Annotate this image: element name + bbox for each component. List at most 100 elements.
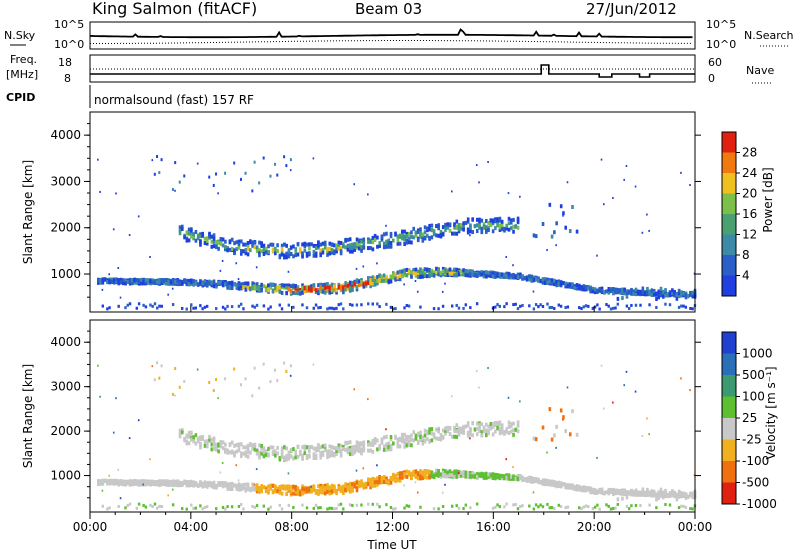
power-cell — [371, 281, 375, 286]
velocity-cell — [500, 423, 504, 428]
velocity-cell — [262, 362, 265, 366]
power-cell — [339, 251, 343, 256]
power-cell — [255, 282, 259, 287]
power-cell — [553, 282, 556, 287]
power-cell — [224, 307, 227, 311]
velocity-cell — [112, 431, 115, 434]
velocity-cell — [559, 481, 563, 486]
velocity-cell — [430, 431, 434, 436]
velocity-cell — [571, 409, 574, 414]
power-cell — [99, 280, 102, 285]
velocity-cell — [634, 488, 638, 493]
power-cell — [382, 232, 386, 237]
power-cell — [627, 307, 631, 311]
velocity-cell — [562, 415, 565, 420]
power-cell — [312, 243, 316, 248]
freq-trace — [90, 64, 695, 78]
power-cell — [521, 303, 524, 307]
power-cell — [382, 245, 386, 250]
power-cell — [212, 183, 215, 187]
velocity-cell — [512, 503, 515, 507]
velocity-cell — [323, 491, 327, 496]
velocity-cell — [389, 480, 393, 485]
velocity-cell — [101, 481, 105, 486]
velocity-cell — [190, 483, 193, 488]
velocity-cell — [237, 483, 241, 488]
velocity-cell — [568, 432, 572, 437]
power-cell — [655, 292, 658, 297]
velocity-cell — [271, 483, 275, 488]
power-cell — [242, 281, 245, 286]
velocity-cell — [253, 366, 256, 370]
velocity-cell — [482, 425, 486, 430]
velocity-cell — [131, 479, 134, 484]
power-cell — [201, 281, 205, 286]
power-cell — [258, 248, 261, 253]
power-cell — [226, 281, 229, 286]
velocity-cell — [278, 485, 282, 490]
velocity-cell — [580, 507, 583, 511]
time-x-axis: 00:00 04:00 08:00 12:00 16:00 20:00 00:00 — [73, 306, 712, 534]
power-cell — [453, 268, 456, 273]
velocity-cell — [435, 468, 438, 473]
velocity-cell — [655, 497, 658, 502]
power-colorbar-swatch — [722, 132, 736, 153]
power-cell — [280, 249, 284, 254]
velocity-cell — [464, 474, 468, 479]
velocity-cell — [512, 466, 514, 469]
velocity-cell — [453, 472, 456, 477]
velocity-cell — [414, 433, 418, 438]
power-cell — [294, 253, 298, 258]
velocity-cell — [110, 480, 114, 485]
power-cell — [357, 239, 361, 244]
velocity-cell — [625, 490, 629, 495]
velocity-cell — [369, 482, 372, 487]
power-cell — [401, 274, 404, 279]
power-cell — [369, 277, 372, 282]
power-cell — [108, 306, 111, 310]
velocity-cell — [439, 436, 443, 441]
velocity-cell — [353, 450, 357, 455]
velocity-cell — [414, 436, 418, 441]
power-cell — [305, 251, 309, 256]
power-cell — [215, 307, 218, 311]
velocity-cell — [144, 479, 148, 484]
velocity-cell — [108, 474, 111, 477]
nsearch-label: N.Search — [744, 29, 794, 42]
velocity-cell — [485, 422, 488, 427]
power-cell — [584, 285, 588, 290]
velocity-cell — [616, 497, 620, 502]
power-cell — [187, 278, 191, 283]
velocity-cell — [646, 492, 649, 497]
velocity-cell — [519, 476, 522, 481]
power-cell — [657, 295, 661, 300]
power-y-tick-label: 1000 — [50, 267, 81, 281]
velocity-cell — [634, 390, 637, 393]
power-cell — [410, 274, 413, 279]
power-cell — [630, 287, 633, 292]
velocity-cell — [455, 434, 459, 439]
power-cell — [598, 307, 601, 311]
velocity-cell — [357, 480, 361, 485]
velocity-cell — [655, 506, 658, 510]
velocity-cell — [289, 447, 293, 452]
power-cell — [362, 282, 366, 287]
velocity-cell — [621, 496, 624, 501]
velocity-cell — [469, 432, 472, 437]
velocity-cell — [317, 506, 320, 510]
velocity-cell — [301, 484, 304, 489]
power-cell — [128, 234, 131, 237]
velocity-cell — [448, 425, 452, 430]
power-cell — [652, 292, 656, 297]
velocity-cell — [255, 483, 259, 488]
velocity-cell — [389, 443, 393, 448]
velocity-cell — [312, 487, 316, 492]
power-cell — [550, 278, 554, 283]
power-cell — [480, 270, 484, 275]
velocity-cell — [516, 507, 520, 511]
power-cell — [355, 287, 359, 292]
power-cell — [553, 278, 556, 283]
power-cell — [274, 286, 277, 291]
velocity-cell — [469, 437, 471, 440]
velocity-cell — [462, 424, 465, 429]
